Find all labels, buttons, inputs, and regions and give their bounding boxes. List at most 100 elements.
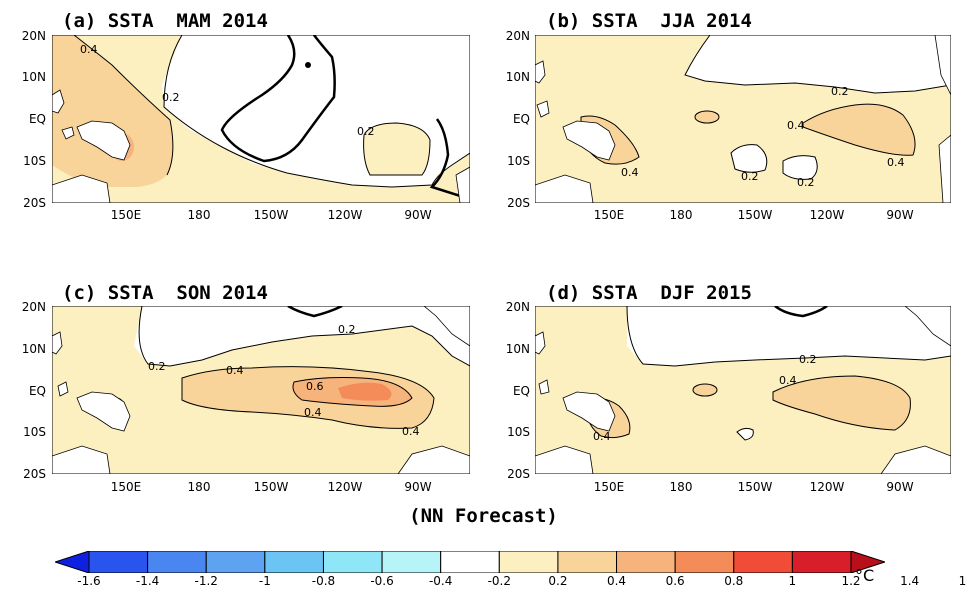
colorbar-triangle-high: [850, 551, 885, 573]
lat-tick-label: 10N: [505, 342, 530, 356]
lat-tick-label: 20N: [505, 300, 530, 314]
lon-tick-label: 180: [669, 480, 693, 494]
contour-0.4-west: [580, 115, 640, 165]
contour-label: 0.4: [787, 119, 805, 132]
panel-c-title: (c) SSTA SON 2014: [62, 282, 268, 304]
contour-zero: [287, 306, 343, 318]
contour-0.4: [802, 103, 916, 156]
contour-label: 0.2: [357, 125, 375, 138]
lat-tick-label: 20S: [23, 196, 46, 210]
contour-0.2: [684, 35, 951, 94]
colorbar-bin: [147, 551, 207, 573]
land-central-america: [904, 306, 951, 347]
land-indonesia: [535, 60, 550, 118]
land-australia: [535, 174, 594, 203]
panel-d-map: 0.2 0.4 0.4: [535, 306, 951, 474]
contour-0.4-small: [692, 383, 718, 397]
lon-tick-label: 120W: [809, 208, 845, 222]
lat-tick-label: 10S: [23, 154, 46, 168]
colorbar-tick-label: 1.2: [841, 574, 861, 588]
contour-0.2: [163, 35, 470, 188]
lon-tick-label: 120W: [327, 480, 363, 494]
colorbar-tick-label: -0.4: [428, 574, 453, 588]
contour-label: 0.2: [799, 353, 817, 366]
land-australia: [52, 445, 111, 474]
contour-0.2: [138, 306, 470, 367]
colorbar-bin: [88, 551, 149, 573]
colorbar-tick-label: -1: [258, 574, 271, 588]
land-australia: [535, 445, 594, 474]
colorbar-tick-label: 0.8: [724, 574, 744, 588]
contour-label: 0.2: [741, 170, 759, 183]
colorbar-triangle-low: [55, 551, 90, 573]
land-south-america: [455, 166, 470, 203]
lat-tick-label: 20N: [505, 29, 530, 43]
contour-0.4: [73, 35, 174, 176]
lat-tick-label: 10S: [507, 425, 530, 439]
contour-0.6: [292, 377, 413, 407]
lat-tick-label: EQ: [28, 384, 46, 398]
lon-tick-label: 90W: [886, 480, 914, 494]
colorbar-bin: [264, 551, 324, 573]
lat-tick-label: 20S: [23, 467, 46, 481]
anomaly-region-below-0.2: [627, 306, 951, 366]
lon-tick-label: 150W: [253, 208, 289, 222]
anomaly-patch-white: [737, 428, 754, 440]
land-central-america: [423, 306, 470, 347]
lat-tick-label: 10N: [21, 70, 46, 84]
contour-zero-dot: [305, 62, 311, 68]
contour-label: 0.4: [593, 430, 611, 443]
contour-label: 0.4: [621, 166, 639, 179]
lat-tick-label: 20N: [21, 29, 46, 43]
lat-tick-label: 10N: [505, 70, 530, 84]
lon-tick-label: 90W: [886, 208, 914, 222]
lat-tick-label: EQ: [512, 384, 530, 398]
figure-caption: (NN Forecast): [409, 505, 558, 527]
colorbar-tick-label: -0.2: [487, 574, 511, 588]
anomaly-region-0.4: [803, 104, 916, 156]
land-south-america: [880, 445, 951, 474]
contour-zero: [774, 306, 828, 318]
anomaly-patch-east: [363, 123, 430, 175]
lon-tick-label: 150E: [110, 208, 142, 222]
anomaly-region-0.8: [338, 382, 392, 401]
land-indonesia: [52, 331, 69, 397]
colorbar-bin: [557, 551, 618, 573]
contour-label: 0.4: [226, 364, 244, 377]
anomaly-patch-white: [731, 144, 767, 173]
colorbar-tick-label: -0.8: [311, 574, 336, 588]
lon-tick-label: 150W: [737, 208, 773, 222]
colorbar-tick-label: 0.6: [665, 574, 685, 588]
colorbar-bin: [733, 551, 793, 573]
lon-tick-label: 180: [187, 208, 211, 222]
land-central-america: [934, 35, 951, 96]
lat-tick-label: 20N: [21, 300, 46, 314]
colorbar-bin: [616, 551, 676, 573]
contour-zero-east: [429, 118, 470, 201]
colorbar-tick-label: -1.4: [135, 574, 160, 588]
contour-0.4-west: [586, 397, 631, 439]
lat-tick-label: 10N: [21, 342, 46, 356]
contour-zero: [220, 35, 336, 163]
lat-tick-label: 20S: [507, 196, 530, 210]
colorbar-tick-label: -1.6: [77, 574, 101, 588]
colorbar-tick-label: 1.4: [900, 574, 920, 588]
lat-tick-label: 10S: [23, 425, 46, 439]
colorbar-unit: °C: [855, 566, 875, 585]
panel-a-map: 0.4 0.2 0.2: [52, 35, 470, 203]
panel-b-map: 0.2 0.4 0.4 0.4 0.2 0.2: [535, 35, 951, 203]
colorbar-tick-label: -1.2: [194, 574, 218, 588]
lon-tick-label: 150W: [737, 480, 773, 494]
anomaly-region-below-0.2: [134, 306, 470, 366]
colorbar-bin: [791, 551, 852, 573]
panel-b-title: (b) SSTA JJA 2014: [546, 10, 752, 32]
lon-tick-label: 180: [187, 480, 211, 494]
lon-tick-label: 150E: [110, 480, 142, 494]
contour-label: 0.4: [779, 374, 797, 387]
anomaly-region-0.4-small: [693, 384, 717, 396]
lat-tick-label: EQ: [512, 112, 530, 126]
panel-a-title: (a) SSTA MAM 2014: [62, 10, 268, 32]
contour-label: 0.2: [162, 91, 180, 104]
colorbar-bin: [440, 551, 500, 573]
colorbar-tick-label: -0.6: [370, 574, 394, 588]
